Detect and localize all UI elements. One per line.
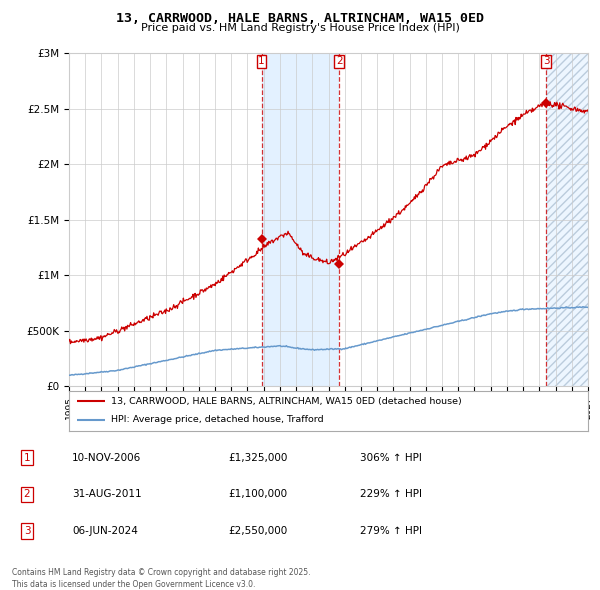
Text: 1: 1 — [258, 57, 265, 67]
Text: 3: 3 — [543, 57, 550, 67]
Text: 3: 3 — [23, 526, 31, 536]
Text: 10-NOV-2006: 10-NOV-2006 — [72, 453, 141, 463]
Text: HPI: Average price, detached house, Trafford: HPI: Average price, detached house, Traf… — [110, 415, 323, 424]
Text: 06-JUN-2024: 06-JUN-2024 — [72, 526, 138, 536]
Text: £1,100,000: £1,100,000 — [228, 490, 287, 499]
Text: 279% ↑ HPI: 279% ↑ HPI — [360, 526, 422, 536]
Bar — [547, 53, 588, 386]
Text: 13, CARRWOOD, HALE BARNS, ALTRINCHAM, WA15 0ED: 13, CARRWOOD, HALE BARNS, ALTRINCHAM, WA… — [116, 12, 484, 25]
Text: £2,550,000: £2,550,000 — [228, 526, 287, 536]
Text: Contains HM Land Registry data © Crown copyright and database right 2025.
This d: Contains HM Land Registry data © Crown c… — [12, 568, 311, 589]
Bar — [547, 53, 588, 386]
Text: 2: 2 — [23, 490, 31, 499]
Text: 13, CARRWOOD, HALE BARNS, ALTRINCHAM, WA15 0ED (detached house): 13, CARRWOOD, HALE BARNS, ALTRINCHAM, WA… — [110, 397, 461, 406]
Text: 229% ↑ HPI: 229% ↑ HPI — [360, 490, 422, 499]
Text: 1: 1 — [23, 453, 31, 463]
Bar — [262, 53, 340, 386]
Text: 2: 2 — [336, 57, 343, 67]
Text: £1,325,000: £1,325,000 — [228, 453, 287, 463]
Text: 31-AUG-2011: 31-AUG-2011 — [72, 490, 142, 499]
Text: 306% ↑ HPI: 306% ↑ HPI — [360, 453, 422, 463]
Text: Price paid vs. HM Land Registry's House Price Index (HPI): Price paid vs. HM Land Registry's House … — [140, 23, 460, 33]
